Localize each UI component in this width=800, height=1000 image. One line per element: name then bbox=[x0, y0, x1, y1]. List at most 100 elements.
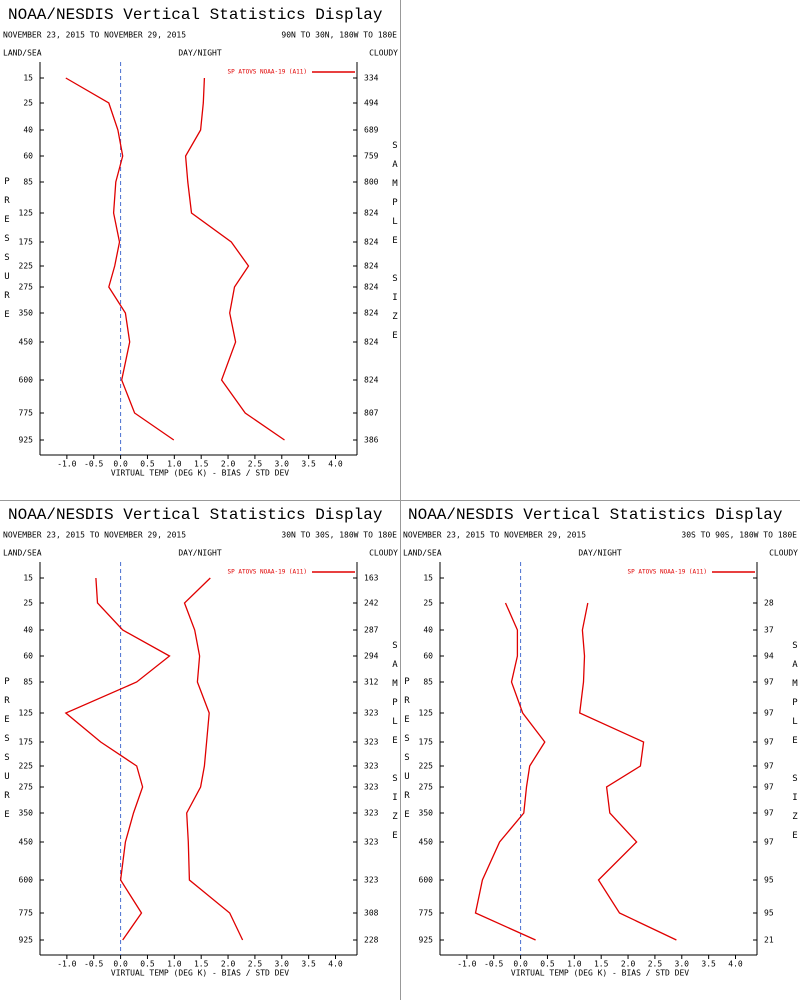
sample-size: 242 bbox=[364, 599, 379, 608]
y-tick-label: 60 bbox=[23, 652, 33, 661]
y-tick-label: 25 bbox=[23, 599, 33, 608]
sample-size: 824 bbox=[364, 238, 379, 247]
y-tick-label: 450 bbox=[19, 838, 34, 847]
legend-label: SP ATOVS NOAA-19 (A11) bbox=[228, 569, 307, 576]
region: 30S TO 90S, 180W TO 180E bbox=[681, 531, 797, 540]
day-night-label: DAY/NIGHT bbox=[178, 549, 222, 558]
y-tick-label: 275 bbox=[19, 283, 34, 292]
y-tick-label: 85 bbox=[23, 678, 33, 687]
sample-size: 97 bbox=[764, 762, 774, 771]
x-axis-label: VIRTUAL TEMP (DEG K) - BIAS / STD DEV bbox=[511, 969, 689, 978]
sample-size: 807 bbox=[364, 409, 379, 418]
y-tick-label: 85 bbox=[423, 678, 433, 687]
x-tick-label: 2.0 bbox=[221, 960, 236, 969]
y-tick-label: 15 bbox=[23, 74, 33, 83]
y-tick-label: 60 bbox=[423, 652, 433, 661]
x-tick-label: 1.5 bbox=[194, 960, 209, 969]
x-tick-label: 4.0 bbox=[728, 960, 743, 969]
land-sea-label: LAND/SEA bbox=[3, 549, 42, 558]
sample-size: 287 bbox=[364, 626, 379, 635]
sample-size: 95 bbox=[764, 876, 774, 885]
x-tick-label: 3.5 bbox=[701, 960, 716, 969]
std-dev-line bbox=[184, 77, 285, 441]
x-tick-label: 0.0 bbox=[113, 460, 128, 469]
region: 30N TO 30S, 180W TO 180E bbox=[281, 531, 397, 540]
sample-size: 759 bbox=[364, 152, 379, 161]
sample-size: 824 bbox=[364, 338, 379, 347]
chart-title: NOAA/NESDIS Vertical Statistics Display bbox=[8, 6, 383, 24]
x-tick-label: -1.0 bbox=[57, 960, 76, 969]
chart-panel: NOAA/NESDIS Vertical Statistics Display N… bbox=[0, 0, 400, 500]
x-tick-label: 4.0 bbox=[328, 960, 343, 969]
chart-title: NOAA/NESDIS Vertical Statistics Display bbox=[408, 506, 783, 524]
day-night-label: DAY/NIGHT bbox=[178, 49, 222, 58]
sample-size: 800 bbox=[364, 178, 379, 187]
y-tick-label: 925 bbox=[419, 936, 434, 945]
std-dev-line bbox=[183, 577, 244, 941]
chart-panel: NOAA/NESDIS Vertical Statistics Display N… bbox=[400, 500, 800, 1000]
sample-size: 97 bbox=[764, 838, 774, 847]
x-tick-label: 0.5 bbox=[540, 960, 555, 969]
y-axis-label: PRESSURE bbox=[2, 677, 12, 829]
chart: NOAA/NESDIS Vertical Statistics Display N… bbox=[3, 6, 398, 478]
sample-size: 97 bbox=[764, 678, 774, 687]
subtitle: NOVEMBER 23, 2015 TO NOVEMBER 29, 2015 bbox=[3, 531, 186, 540]
sample-size: 97 bbox=[764, 783, 774, 792]
region: 90N TO 30N, 180W TO 180E bbox=[281, 31, 397, 40]
y-tick-label: 275 bbox=[419, 783, 434, 792]
x-tick-label: 0.0 bbox=[513, 960, 528, 969]
y-tick-label: 175 bbox=[19, 238, 34, 247]
x-tick-label: 1.5 bbox=[594, 960, 609, 969]
sample-size: 37 bbox=[764, 626, 774, 635]
sample-size: 308 bbox=[364, 909, 379, 918]
y-tick-label: 25 bbox=[423, 599, 433, 608]
y-tick-label: 775 bbox=[19, 909, 34, 918]
sample-size: 97 bbox=[764, 809, 774, 818]
y-tick-label: 775 bbox=[19, 409, 34, 418]
sample-size: 386 bbox=[364, 436, 379, 445]
y-tick-label: 350 bbox=[419, 809, 434, 818]
sample-size: 824 bbox=[364, 209, 379, 218]
x-tick-label: 1.0 bbox=[567, 960, 582, 969]
x-tick-label: -1.0 bbox=[57, 460, 76, 469]
sample-size: 97 bbox=[764, 709, 774, 718]
cloud-label: CLOUDY bbox=[369, 49, 398, 58]
std-dev-line bbox=[578, 602, 677, 941]
sample-size: 824 bbox=[364, 309, 379, 318]
y-tick-label: 275 bbox=[19, 783, 34, 792]
bias-line bbox=[64, 577, 171, 941]
legend-label: SP ATOVS NOAA-19 (A11) bbox=[228, 69, 307, 76]
y-tick-label: 925 bbox=[19, 436, 34, 445]
y-tick-label: 225 bbox=[419, 762, 434, 771]
x-tick-label: 1.0 bbox=[167, 960, 182, 969]
land-sea-label: LAND/SEA bbox=[403, 549, 442, 558]
y-tick-label: 450 bbox=[19, 338, 34, 347]
x-axis-label: VIRTUAL TEMP (DEG K) - BIAS / STD DEV bbox=[111, 969, 289, 978]
sample-size: 163 bbox=[364, 574, 379, 583]
x-tick-label: -1.0 bbox=[457, 960, 476, 969]
y-tick-label: 125 bbox=[19, 709, 34, 718]
y2-axis-label: SAMPLE SIZE bbox=[390, 141, 400, 350]
cloud-label: CLOUDY bbox=[369, 549, 398, 558]
land-sea-label: LAND/SEA bbox=[3, 49, 42, 58]
separator bbox=[0, 500, 800, 501]
sample-size: 28 bbox=[764, 599, 774, 608]
x-tick-label: -0.5 bbox=[484, 960, 503, 969]
x-tick-label: 0.5 bbox=[140, 460, 155, 469]
x-tick-label: 3.5 bbox=[301, 460, 316, 469]
y-tick-label: 350 bbox=[19, 809, 34, 818]
x-tick-label: 3.0 bbox=[275, 460, 290, 469]
x-axis-label: VIRTUAL TEMP (DEG K) - BIAS / STD DEV bbox=[111, 469, 289, 478]
sample-size: 323 bbox=[364, 838, 379, 847]
sample-size: 323 bbox=[364, 876, 379, 885]
y-tick-label: 600 bbox=[419, 876, 434, 885]
y2-axis-label: SAMPLE SIZE bbox=[390, 641, 400, 850]
cloud-label: CLOUDY bbox=[769, 549, 798, 558]
y-tick-label: 600 bbox=[19, 876, 34, 885]
y-tick-label: 450 bbox=[419, 838, 434, 847]
sample-size: 94 bbox=[764, 652, 774, 661]
chart-panel: NOAA/NESDIS Vertical Statistics Display N… bbox=[0, 500, 400, 1000]
sample-size: 323 bbox=[364, 783, 379, 792]
y-tick-label: 15 bbox=[423, 574, 433, 583]
